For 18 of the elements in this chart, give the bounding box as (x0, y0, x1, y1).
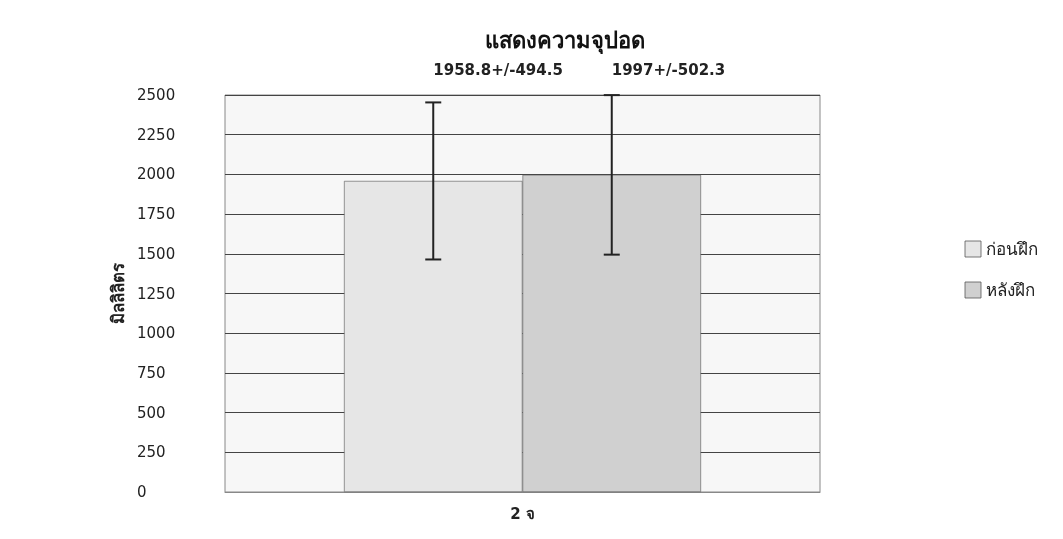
chart-title: แสดงความจุปอด (485, 27, 645, 55)
y-tick-label: 2000 (137, 165, 176, 184)
y-tick-label: 0 (137, 483, 147, 501)
y-tick-label: 250 (137, 443, 166, 462)
y-tick-label: 500 (137, 403, 166, 422)
text: 1997+/-502.3 (611, 60, 726, 79)
legend-label: ก่อนฝึก (986, 239, 1038, 259)
y-tick-label: 1000 (137, 324, 176, 343)
y-tick-label: 2250 (137, 125, 176, 144)
text: 1958.8+/-494.5 (433, 60, 563, 79)
y-tick-label: 1250 (137, 284, 176, 303)
x-tick-label: 2 จ (510, 504, 535, 523)
y-tick-label: 1500 (137, 244, 176, 263)
y-tick-label: 1750 (137, 205, 176, 224)
y-tick-label: 2500 (137, 86, 176, 104)
legend-label: หลังฝึก (986, 280, 1035, 300)
y-tick-label: 750 (137, 363, 166, 382)
y-axis-title: มิลลิลิตร (107, 262, 128, 324)
